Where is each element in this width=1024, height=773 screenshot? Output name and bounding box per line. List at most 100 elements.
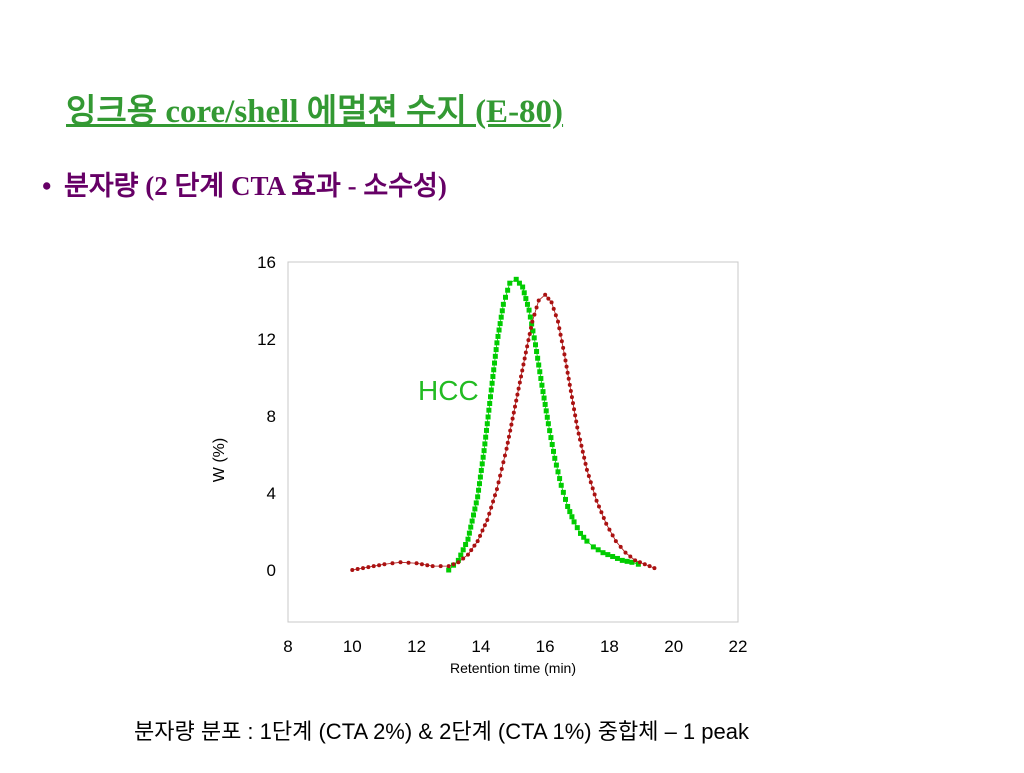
data-point-green xyxy=(529,321,535,327)
data-point-red xyxy=(607,527,612,532)
data-point-green xyxy=(477,474,483,480)
data-point-green xyxy=(555,469,561,475)
data-point-green xyxy=(466,530,472,536)
data-point-green xyxy=(480,454,486,460)
data-point-red xyxy=(613,539,618,544)
data-point-green xyxy=(476,487,482,493)
data-point-green xyxy=(460,547,466,553)
data-point-green xyxy=(574,525,580,531)
data-point-green xyxy=(535,355,541,361)
data-point-red xyxy=(574,419,579,424)
data-point-green xyxy=(542,401,548,407)
data-point-green xyxy=(619,557,625,563)
data-point-red xyxy=(596,504,601,509)
data-point-green xyxy=(544,414,550,420)
data-point-green xyxy=(483,434,489,440)
data-point-red xyxy=(568,388,573,393)
data-point-green xyxy=(485,414,491,420)
data-point-green xyxy=(571,519,577,525)
data-point-green xyxy=(545,421,551,427)
data-point-green xyxy=(526,307,532,313)
data-point-green xyxy=(484,421,490,427)
data-point-green xyxy=(605,552,611,558)
data-point-green xyxy=(487,400,493,406)
data-point-green xyxy=(500,301,506,307)
data-point-green xyxy=(483,427,489,433)
y-tick-label: 8 xyxy=(267,407,276,426)
data-point-red xyxy=(502,453,507,458)
data-point-red xyxy=(522,356,527,361)
data-point-green xyxy=(495,333,501,339)
data-point-red xyxy=(511,410,516,415)
data-point-green xyxy=(469,518,475,524)
bullet-marker: • xyxy=(42,171,52,201)
data-point-green xyxy=(567,509,573,515)
data-point-red xyxy=(559,339,564,344)
data-point-red xyxy=(390,561,395,566)
data-point-green xyxy=(523,296,529,302)
data-point-green xyxy=(531,335,537,341)
x-tick-label: 10 xyxy=(343,637,362,656)
data-point-red xyxy=(515,392,520,397)
data-point-red xyxy=(564,364,569,369)
data-point-green xyxy=(497,321,503,327)
data-point-green xyxy=(516,280,522,286)
series-line-0 xyxy=(448,278,639,571)
data-point-red xyxy=(583,461,588,466)
data-point-red xyxy=(446,564,451,569)
data-point-red xyxy=(482,523,487,528)
data-point-green xyxy=(505,287,511,293)
data-point-red xyxy=(508,428,513,433)
data-point-red xyxy=(553,313,558,318)
data-point-green xyxy=(549,441,555,447)
data-point-green xyxy=(552,455,558,461)
data-point-red xyxy=(584,467,589,472)
x-tick-label: 8 xyxy=(283,637,292,656)
data-point-red xyxy=(406,560,411,565)
data-point-green xyxy=(578,530,583,536)
data-point-red xyxy=(519,374,524,379)
data-point-red xyxy=(610,533,615,538)
data-point-green xyxy=(465,536,471,542)
data-point-green xyxy=(503,294,508,300)
data-point-green xyxy=(537,369,543,375)
data-point-red xyxy=(567,382,572,387)
data-point-green xyxy=(610,554,616,560)
data-point-red xyxy=(565,370,570,375)
data-point-green xyxy=(476,481,482,487)
data-point-red xyxy=(576,431,581,436)
data-point-green xyxy=(507,280,513,286)
data-point-green xyxy=(557,476,563,482)
data-point-red xyxy=(355,567,360,572)
data-point-red xyxy=(527,331,532,336)
data-point-red xyxy=(563,358,568,363)
x-tick-label: 20 xyxy=(664,637,683,656)
data-point-red xyxy=(491,499,496,504)
data-point-green xyxy=(479,461,485,467)
data-point-red xyxy=(592,492,597,497)
data-point-green xyxy=(481,448,487,454)
data-point-green xyxy=(520,284,526,290)
data-point-red xyxy=(633,558,638,563)
data-point-red xyxy=(562,352,567,357)
data-point-red xyxy=(572,407,577,412)
data-point-red xyxy=(438,564,443,569)
data-point-green xyxy=(490,374,496,380)
data-point-green xyxy=(563,496,568,502)
x-tick-label: 16 xyxy=(536,637,555,656)
data-point-red xyxy=(579,443,584,448)
data-point-red xyxy=(371,564,376,569)
data-point-red xyxy=(499,466,504,471)
data-point-green xyxy=(547,428,553,434)
data-point-green xyxy=(595,547,601,553)
hcc-annotation: HCC xyxy=(418,375,479,406)
data-point-green xyxy=(527,314,533,320)
data-point-green xyxy=(493,347,499,353)
data-point-green xyxy=(548,435,554,441)
data-point-green xyxy=(492,360,498,366)
data-point-green xyxy=(496,327,502,333)
data-point-red xyxy=(580,449,585,454)
data-point-green xyxy=(488,394,493,400)
data-point-green xyxy=(600,550,606,556)
